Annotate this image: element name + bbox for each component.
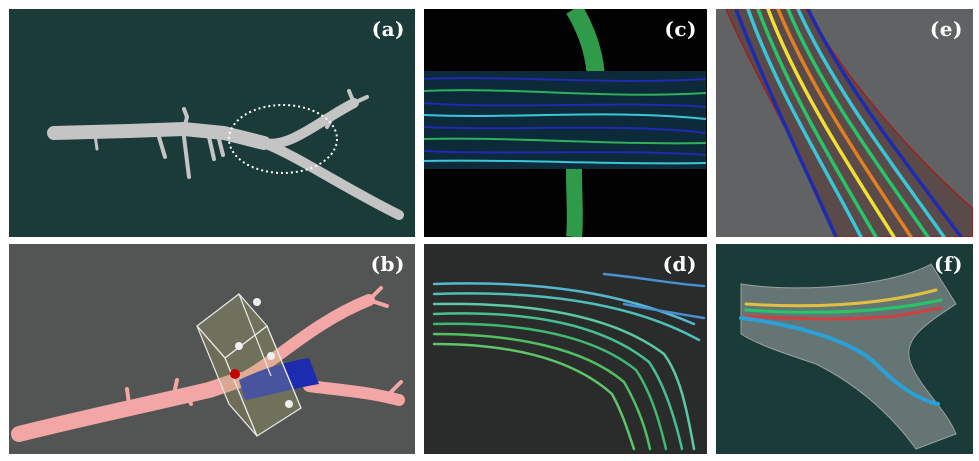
vessel-render-f — [716, 244, 973, 454]
vessel-render-a — [9, 9, 415, 237]
panel-b: (b) — [9, 244, 415, 454]
panel-label-a: (a) — [371, 17, 405, 41]
streamline-render-d — [424, 244, 707, 454]
panel-e: (e) — [716, 9, 973, 237]
streamline-render-c — [424, 9, 707, 237]
panel-d: (d) — [424, 244, 707, 454]
vessel-render-b — [9, 244, 415, 454]
panel-label-c: (c) — [664, 17, 697, 41]
panel-f: (f) — [716, 244, 973, 454]
panel-label-b: (b) — [370, 252, 405, 276]
panel-c: (c) — [424, 9, 707, 237]
streamline-render-e — [716, 9, 973, 237]
panel-label-f: (f) — [933, 252, 963, 276]
panel-label-d: (d) — [662, 252, 697, 276]
panel-a: (a) — [9, 9, 415, 237]
panel-label-e: (e) — [929, 17, 963, 41]
